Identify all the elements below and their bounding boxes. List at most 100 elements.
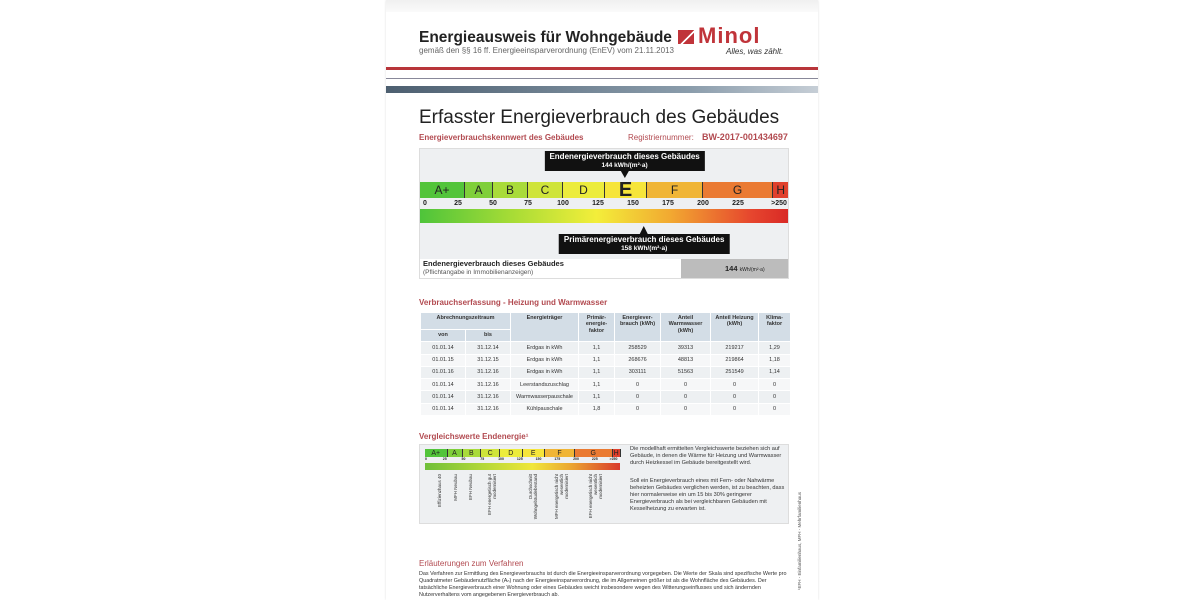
table-cell: 0 <box>660 390 712 404</box>
energy-class-A: A <box>465 182 493 198</box>
comparison-reference: EFH energetisch gut modernisiert <box>486 474 497 516</box>
table-cell: 251549 <box>710 365 760 380</box>
summary-value: 144 <box>725 264 738 273</box>
explanation-text: Das Verfahren zur Ermittlung des Energie… <box>419 571 787 598</box>
comparison-ticks: 0 25 50 75 100 125 150 175 200 225 >250 <box>386 457 818 463</box>
header-from: von <box>420 328 466 343</box>
table-cell: 303111 <box>614 365 662 380</box>
table-cell: Erdgas in kWh <box>510 353 580 367</box>
primary-energy-callout: Primärenergieverbrauch dieses Gebäudes 15… <box>558 226 730 254</box>
table-cell: 01.01.15 <box>420 353 466 367</box>
registration-label: Registriernummer: <box>628 133 694 142</box>
comparison-class-B: B <box>462 449 482 457</box>
table-cell: 0 <box>614 378 662 392</box>
energy-class-B: B <box>493 182 528 198</box>
scale-tick: 150 <box>627 200 639 207</box>
logo-text: Minol <box>698 23 761 48</box>
scale-tick: 25 <box>454 200 462 207</box>
minol-logo: Minol <box>678 25 760 47</box>
divider-band <box>386 86 818 93</box>
table-cell: 1,8 <box>578 402 616 417</box>
energy-class-F: F <box>647 182 703 198</box>
scale-tick: 100 <box>557 200 569 207</box>
end-energy-label: Endenergieverbrauch dieses Gebäudes <box>549 152 700 161</box>
comparison-class-F: F <box>545 449 575 457</box>
table-cell: 0 <box>758 378 792 392</box>
table-cell: 0 <box>660 378 712 392</box>
summary-unit: kWh/(m²·a) <box>739 267 765 273</box>
table-cell: 01.01.14 <box>420 402 466 417</box>
table-cell: 0 <box>614 390 662 404</box>
comparison-text-1: Die modellhaft ermittelten Vergleichswer… <box>630 446 782 466</box>
comparison-class-E: E <box>522 449 545 457</box>
scale-tick: >250 <box>771 200 787 207</box>
table-cell: 258529 <box>614 341 662 355</box>
table-cell: 39313 <box>660 341 712 355</box>
scale-tick: 200 <box>697 200 709 207</box>
comparison-class-C: C <box>481 449 500 457</box>
comparison-tick: 100 <box>498 457 504 461</box>
table-row: 01.01.15 31.12.15 Erdgas in kWh 1,1 268676 48… <box>420 353 792 367</box>
table-row: 01.01.14 31.12.16 Warmwasserpauschale 1,1 0 0… <box>420 390 792 404</box>
header-warmwater: Anteil Warmwasser (kWh) <box>660 311 712 343</box>
comparison-class-H: H <box>612 449 621 457</box>
scale-ticks: 0 25 50 75 100 125 150 175 200 225 >250 <box>386 200 818 209</box>
comparison-tick: 75 <box>480 457 485 461</box>
table-row: 01.01.14 31.12.16 Kühlpauschale 1,8 0 0 0 0 <box>420 402 792 417</box>
summary-note: (Pflichtangabe in Immobilienanzeigen) <box>423 268 534 276</box>
comparison-class-A: A <box>447 449 463 457</box>
comparison-tick: >250 <box>609 457 618 461</box>
comparison-tick: 225 <box>591 457 598 461</box>
energy-class-A+: A+ <box>420 182 465 198</box>
header-carrier: Energieträger <box>510 311 580 343</box>
comparison-reference: EFH Neubau <box>468 474 473 501</box>
table-cell: 31.12.16 <box>464 402 512 417</box>
scale-tick: 175 <box>662 200 674 207</box>
document-title: Energieausweis für Wohngebäude <box>419 29 672 46</box>
comparison-tick: 200 <box>573 457 579 461</box>
table-cell: 219864 <box>710 353 760 367</box>
table-cell: 48813 <box>660 353 712 367</box>
table-cell: 31.12.15 <box>464 353 512 367</box>
comparison-class-bar: A+ A B C D E F G H <box>425 449 621 457</box>
table-cell: 1,1 <box>578 341 616 355</box>
table-cell: 1,14 <box>758 365 792 380</box>
table-cell: 31.12.16 <box>464 378 512 392</box>
header-usage: Energiever-brauch (kWh) <box>614 311 662 343</box>
comparison-reference: Durchschnitt Wohngebäudebestand <box>528 474 538 520</box>
summary-value-cell: 144 kWh/(m²·a) <box>681 259 788 278</box>
table-cell: Erdgas in kWh <box>510 365 580 380</box>
explanation-title: Erläuterungen zum Verfahren <box>419 559 524 568</box>
comparison-tick: 25 <box>442 457 447 461</box>
comparison-class-G: G <box>575 449 613 457</box>
end-energy-value: 144 kWh/(m²·a) <box>601 162 648 169</box>
top-band <box>386 0 818 12</box>
kennwert-label: Energieverbrauchskennwert des Gebäudes <box>419 133 584 142</box>
summary-label: Endenergieverbrauch dieses Gebäudes <box>423 259 564 268</box>
document-subtitle: gemäß den §§ 16 ff. Energieeinsparverord… <box>419 46 674 55</box>
divider-red <box>386 67 818 70</box>
comparison-reference: EFH energetisch nicht wesentlich moderni… <box>588 474 603 519</box>
end-energy-callout: Endenergieverbrauch dieses Gebäudes 144 k… <box>544 151 705 178</box>
slogan: Alles, was zählt. <box>726 47 784 56</box>
primary-energy-value: 158 kWh/(m²·a) <box>621 245 668 252</box>
table-cell: 1,1 <box>578 390 616 404</box>
table-cell: 0 <box>758 390 792 404</box>
table-cell: 0 <box>660 402 712 417</box>
header-klima: Klima-faktor <box>758 311 792 343</box>
comparison-text-2: Soll ein Energieverbrauch eines mit Fern… <box>630 478 785 512</box>
table-cell: 1,1 <box>578 378 616 392</box>
table-cell: Warmwasserpauschale <box>510 390 580 404</box>
table-cell: 31.12.14 <box>464 341 512 355</box>
comparison-reference: MFH energetisch nicht wesentlich moderni… <box>554 474 570 520</box>
table-cell: 0 <box>710 402 760 417</box>
comparison-gradient <box>425 463 620 470</box>
primary-energy-label: Primärenergieverbrauch dieses Gebäudes <box>563 235 725 244</box>
comparison-tick: 50 <box>461 457 466 461</box>
table-cell: 51563 <box>660 365 712 380</box>
primary-energy-gradient <box>420 209 788 223</box>
table-row: 01.01.14 31.12.16 Leerstandszuschlag 1,1 0 0 0… <box>420 378 792 392</box>
scale-tick: 0 <box>423 200 427 207</box>
table-cell: 0 <box>710 378 760 392</box>
section-title: Erfasster Energieverbrauch des Gebäudes <box>419 107 780 128</box>
